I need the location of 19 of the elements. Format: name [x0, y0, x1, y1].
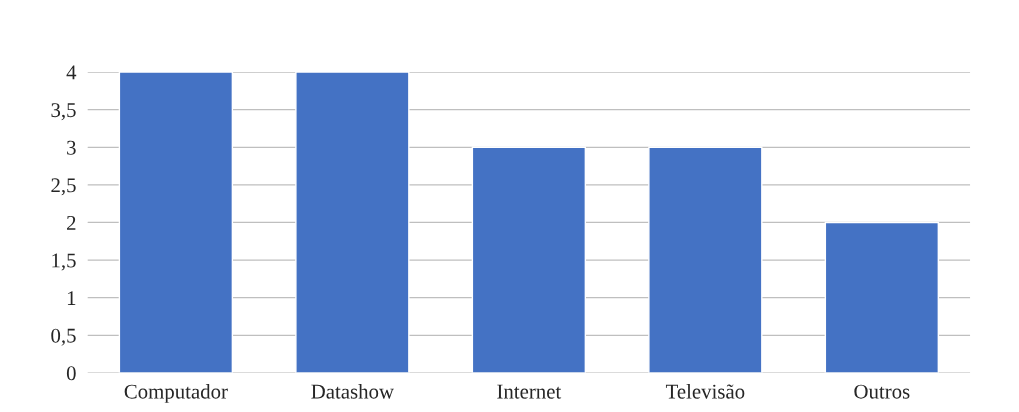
x-tick-label: Internet	[497, 384, 562, 399]
bar	[648, 146, 763, 373]
y-tick-label: 1,5	[52, 253, 76, 271]
y-tick-label: 0,5	[51, 328, 76, 346]
y-tick-label: 3,5	[51, 103, 76, 121]
y-tick-label: 3	[67, 140, 76, 155]
x-tick-label: Televisão	[665, 383, 745, 399]
bar	[471, 146, 587, 373]
bar	[824, 221, 940, 373]
bar	[295, 72, 410, 373]
y-tick-label: 0	[66, 366, 76, 381]
x-tick-label: Computador	[124, 383, 228, 403]
y-tick-label: 2	[67, 215, 76, 230]
y-tick-label: 1	[67, 291, 76, 305]
bar	[118, 72, 234, 373]
x-tick-label: Outros	[854, 384, 910, 399]
y-tick-label: 2,5	[51, 178, 76, 196]
y-tick-label: 4	[66, 65, 77, 80]
x-tick-label: Datashow	[311, 383, 394, 399]
